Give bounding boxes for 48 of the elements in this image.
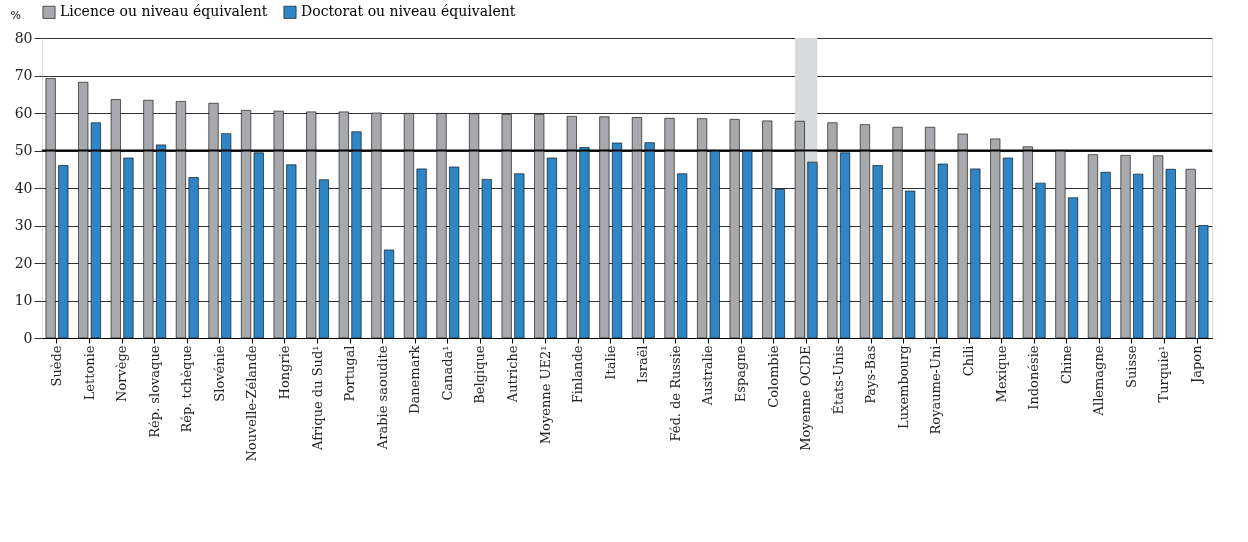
y-tick-label: 80 — [14, 29, 33, 46]
y-tick-label: 30 — [14, 217, 33, 233]
x-tick-label: États-Unis — [830, 345, 846, 415]
x-tick-label: Belgique — [472, 345, 488, 404]
x-tick-label: Chine — [1058, 345, 1074, 385]
x-tick-label: Allemagne — [1091, 345, 1107, 417]
x-tick-label: Italie — [602, 345, 618, 380]
x-tick-label: Moyenne UE2¹ — [537, 345, 553, 445]
legend-label: Licence ou niveau équivalent — [60, 3, 268, 20]
x-tick-label: Japon — [1189, 344, 1205, 385]
x-tick-label: Suède — [48, 345, 64, 387]
y-tick-label: 60 — [14, 104, 33, 121]
legend-label: Doctorat ou niveau équivalent — [301, 3, 516, 20]
x-tick-label: Israël — [635, 345, 651, 384]
x-tick-label: Arabie saoudite — [374, 345, 390, 451]
x-tick-label: Indonésie — [1026, 345, 1042, 410]
y-tick-label: 0 — [23, 329, 33, 346]
x-tick-label: Moyenne OCDE — [798, 345, 814, 451]
x-tick-label: Espagne — [733, 345, 748, 403]
x-tick-label: Afrique du Sud¹ — [309, 345, 325, 452]
x-tick-label: Colombie — [765, 345, 781, 408]
x-tick-label: Canada¹ — [439, 345, 455, 401]
x-tick-label: Rép. tchèque — [179, 345, 195, 433]
x-tick-label: Suisse — [1123, 345, 1139, 388]
y-tick-label: 70 — [14, 67, 33, 83]
x-tick-label: Nouvelle-Zélande — [244, 345, 260, 462]
x-tick-label: Portugal — [342, 345, 358, 402]
x-tick-label: Slovénie — [211, 345, 227, 402]
x-tick-label: Mexique — [993, 345, 1009, 403]
x-tick-label: Lettonie — [81, 345, 97, 401]
x-tick-label: Norvège — [114, 345, 130, 402]
x-tick-label: Autriche — [505, 345, 520, 404]
x-tick-label: Luxembourg — [895, 345, 911, 429]
x-tick-label: Australie — [700, 345, 716, 407]
x-tick-label: Finlande — [570, 345, 586, 404]
y-tick-label: 10 — [14, 292, 33, 308]
x-tick-label: Danemark — [407, 345, 423, 414]
y-tick-label: 50 — [14, 142, 33, 158]
x-tick-label: Hongrie — [276, 345, 292, 400]
x-tick-label: Rép. slovaque — [146, 345, 162, 438]
y-tick-label: 20 — [14, 254, 33, 271]
x-tick-label: Chili — [961, 345, 977, 377]
x-tick-label: Féd. de Russie — [667, 345, 683, 442]
y-tick-label: 40 — [14, 179, 33, 196]
x-tick-label: Pays-Bas — [863, 345, 879, 404]
x-tick-label: Turquie¹ — [1156, 345, 1172, 403]
y-axis-title: % — [10, 8, 21, 22]
x-tick-label: Royaume-Uni — [928, 345, 944, 435]
